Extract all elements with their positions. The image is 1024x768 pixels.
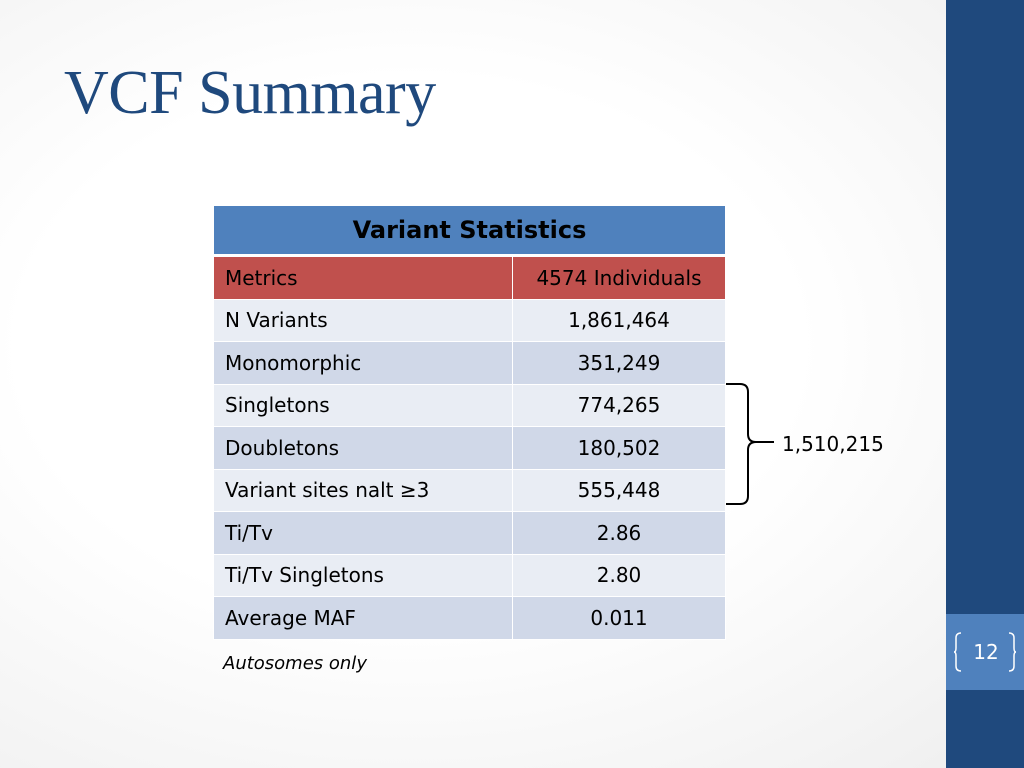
table-row: Singletons 774,265	[213, 383, 726, 427]
row-value: 2.86	[512, 511, 726, 555]
row-label: Singletons	[213, 383, 513, 427]
row-label: N Variants	[213, 298, 513, 342]
row-label: Average MAF	[213, 596, 513, 640]
row-value: 1,861,464	[512, 298, 726, 342]
table-row: Average MAF 0.011	[213, 596, 726, 640]
group-total-label: 1,510,215	[782, 432, 884, 456]
row-label: Variant sites nalt ≥3	[213, 468, 513, 512]
row-value: 180,502	[512, 426, 726, 470]
row-value: 351,249	[512, 341, 726, 385]
row-label: Monomorphic	[213, 341, 513, 385]
variant-statistics-table: Variant Statistics Metrics 4574 Individu…	[213, 205, 726, 640]
header-individuals: 4574 Individuals	[512, 255, 726, 300]
left-brace-icon	[954, 632, 962, 672]
table-row: Doubletons 180,502	[213, 426, 726, 470]
page-number: 12	[973, 640, 999, 664]
header-metrics: Metrics	[213, 255, 513, 300]
row-value: 774,265	[512, 383, 726, 427]
row-label: Doubletons	[213, 426, 513, 470]
table-title-row: Variant Statistics	[213, 205, 726, 257]
group-brace-icon	[726, 383, 774, 505]
right-brace-icon	[1008, 632, 1016, 672]
table-row: Ti/Tv Singletons 2.80	[213, 553, 726, 597]
table-row: Monomorphic 351,249	[213, 341, 726, 385]
row-value: 555,448	[512, 468, 726, 512]
row-label: Ti/Tv	[213, 511, 513, 555]
slide-title: VCF Summary	[64, 59, 436, 127]
table-title: Variant Statistics	[213, 205, 726, 257]
page-number-box: 12	[946, 614, 1024, 690]
table-row: Variant sites nalt ≥3 555,448	[213, 468, 726, 512]
footnote: Autosomes only	[223, 653, 367, 674]
row-value: 2.80	[512, 553, 726, 597]
row-label: Ti/Tv Singletons	[213, 553, 513, 597]
row-value: 0.011	[512, 596, 726, 640]
table-row: Ti/Tv 2.86	[213, 511, 726, 555]
table-header-row: Metrics 4574 Individuals	[213, 255, 726, 300]
table-row: N Variants 1,861,464	[213, 298, 726, 342]
